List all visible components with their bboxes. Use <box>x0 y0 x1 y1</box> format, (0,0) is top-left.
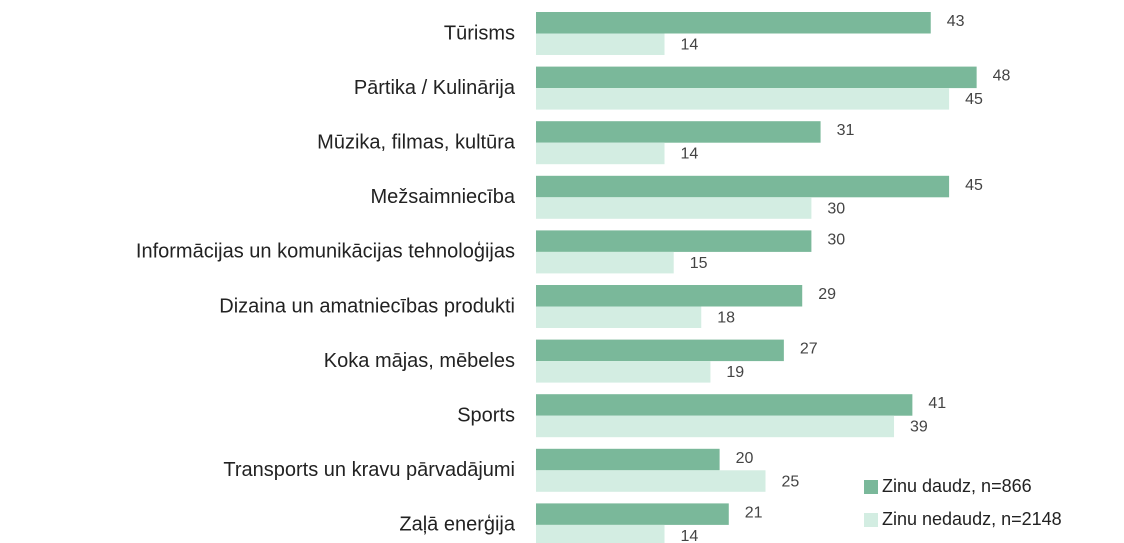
bar <box>536 361 711 383</box>
value-label: 14 <box>681 36 699 53</box>
value-label: 21 <box>745 504 763 521</box>
bar <box>536 251 674 274</box>
category-label: Mežsaimniecība <box>370 186 515 208</box>
bar <box>536 12 931 34</box>
value-label: 45 <box>965 177 983 194</box>
bar <box>536 524 665 543</box>
legend-label: Zinu nedaudz, n=2148 <box>882 509 1062 529</box>
category-label: Dizaina un amatniecības produkti <box>219 295 515 317</box>
value-label: 14 <box>681 528 699 543</box>
category-label: Koka mājas, mēbeles <box>324 350 515 372</box>
value-label: 27 <box>800 341 818 358</box>
category-label: Informācijas un komunikācijas tehnoloģij… <box>136 241 515 263</box>
value-label: 48 <box>993 68 1011 85</box>
category-label: Transports un kravu pārvadājumi <box>223 459 515 481</box>
bar <box>536 142 665 165</box>
category-label: Sports <box>457 404 515 426</box>
bar <box>536 503 729 525</box>
value-label: 20 <box>736 450 754 467</box>
bar <box>536 448 720 471</box>
category-label: Mūzika, filmas, kultūra <box>317 131 516 153</box>
value-label: 39 <box>910 419 928 436</box>
value-label: 30 <box>827 200 845 217</box>
bar <box>536 415 895 438</box>
value-label: 41 <box>928 395 946 412</box>
bar <box>536 66 977 89</box>
bar <box>536 394 913 416</box>
bar <box>536 121 821 143</box>
value-label: 29 <box>818 286 836 303</box>
bar <box>536 306 702 328</box>
value-label: 15 <box>690 255 708 272</box>
value-label: 31 <box>837 122 855 139</box>
value-label: 25 <box>782 473 800 490</box>
legend-swatch <box>864 513 878 527</box>
value-label: 14 <box>681 146 699 163</box>
category-label: Tūrisms <box>444 22 515 44</box>
legend-swatch <box>864 480 878 494</box>
bar <box>536 88 950 110</box>
bar <box>536 230 812 252</box>
bar <box>536 197 812 219</box>
value-label: 43 <box>947 13 965 30</box>
category-label: Zaļā enerģija <box>399 514 516 536</box>
value-label: 18 <box>717 309 735 326</box>
bar <box>536 285 803 307</box>
value-label: 30 <box>827 231 845 248</box>
value-label: 19 <box>726 364 744 381</box>
bar <box>536 470 766 492</box>
category-label: Pārtika / Kulinārija <box>354 77 516 99</box>
bar <box>536 175 950 198</box>
bar <box>536 33 665 55</box>
value-label: 45 <box>965 91 983 108</box>
legend-label: Zinu daudz, n=866 <box>882 476 1032 496</box>
bar <box>536 339 784 362</box>
